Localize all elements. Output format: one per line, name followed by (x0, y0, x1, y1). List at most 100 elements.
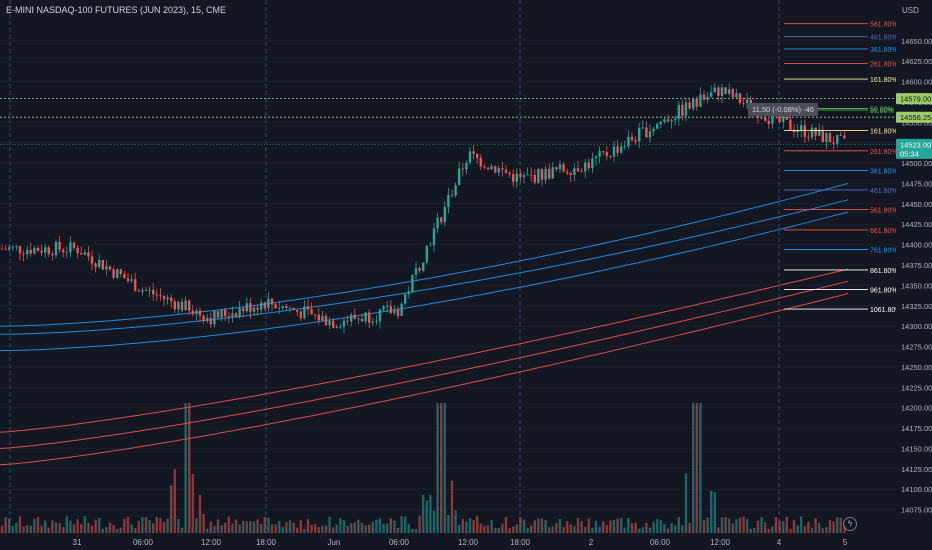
candle-body (656, 124, 659, 129)
candle-body (29, 249, 32, 254)
candle-body (220, 309, 223, 318)
candle-body (4, 248, 7, 250)
fib-level-label: 461.80% (870, 35, 898, 42)
volume-bar (148, 520, 151, 533)
volume-bar (332, 527, 335, 533)
fib-level-label: 50.00% (870, 106, 894, 113)
fib-level-label: 261.80% (870, 62, 898, 69)
candle-body (724, 87, 727, 94)
volume-bar (454, 510, 457, 533)
candle-body (180, 301, 184, 311)
volume-bar (414, 528, 418, 533)
candle-body (130, 279, 133, 281)
candle-body (137, 290, 140, 292)
volume-bar (29, 525, 32, 533)
moving-average-line (0, 183, 849, 327)
volume-bar (666, 528, 670, 533)
lightning-icon[interactable]: ϟ (843, 517, 857, 531)
candle-body (393, 309, 396, 314)
volume-bar (450, 480, 454, 533)
candle-body (267, 298, 270, 309)
candle-body (62, 249, 65, 253)
candle-body (497, 168, 500, 173)
volume-bar (108, 522, 112, 533)
candle-body (353, 314, 356, 319)
volume-bar (537, 518, 540, 533)
candle-body (191, 310, 194, 315)
time-tick-label: 18:00 (510, 538, 531, 547)
volume-bar (821, 528, 824, 533)
volume-bar (324, 525, 328, 533)
candle-body (720, 87, 724, 96)
volume-bar (288, 520, 292, 533)
volume-bar (105, 527, 108, 533)
fib-level-label: 861.80% (870, 268, 898, 275)
volume-bar (810, 527, 814, 533)
candle-body (209, 317, 212, 325)
volume-bar (328, 516, 331, 533)
fib-level-label: 961.80% (870, 287, 898, 294)
volume-bar (418, 515, 421, 533)
volume-bar (508, 528, 511, 533)
candle-body (598, 151, 601, 157)
candle-body (360, 318, 364, 322)
volume-bar (818, 522, 821, 533)
volume-bar (677, 516, 680, 533)
volume-bar (494, 527, 497, 533)
candle-body (630, 136, 634, 140)
volume-bar (789, 528, 792, 533)
volume-bar (674, 525, 677, 533)
candle-body (378, 309, 382, 322)
candle-body (76, 247, 79, 254)
volume-bar (569, 524, 572, 533)
volume-bar (771, 526, 774, 533)
volume-bar (476, 515, 479, 533)
time-axis: 31 06:00 12:00 18:00 Jun 06:00 12:00 18:00 2 06:0… (0, 533, 896, 550)
volume-bar (591, 527, 594, 533)
volume-bar (425, 500, 428, 533)
candle-body (728, 89, 731, 94)
volume-bar (263, 516, 266, 533)
candle-body (706, 96, 709, 100)
price-tick-label: 14350.00 (901, 281, 932, 290)
price-tick-label: 14375.00 (901, 261, 932, 270)
candle-body (22, 253, 25, 255)
volume-bar (303, 528, 306, 533)
candle-body (443, 206, 446, 223)
candle-body (389, 306, 392, 314)
volume-bar (317, 527, 320, 533)
candle-body (468, 151, 472, 163)
time-tick-label: 2 (589, 538, 594, 547)
volume-bar (519, 517, 522, 533)
candle-body (796, 130, 799, 133)
volume-bar (18, 516, 22, 533)
volume-bar (544, 520, 547, 533)
volume-bar (342, 520, 346, 533)
candle-body (256, 307, 259, 310)
volume-bar (4, 517, 7, 533)
moving-average-line (0, 268, 849, 433)
candle-body (821, 129, 824, 142)
price-tick-label: 14425.00 (901, 220, 932, 229)
price-tick-label: 14450.00 (901, 200, 932, 209)
candle-body (382, 306, 385, 310)
candle-body (317, 314, 320, 321)
volume-bar (375, 519, 378, 533)
volume-bar (634, 522, 637, 533)
volume-bar (400, 516, 403, 533)
candle-body (357, 318, 360, 320)
candle-body (530, 174, 533, 176)
candle-body (515, 173, 518, 182)
volume-bar (321, 525, 324, 533)
volume-bar (396, 527, 400, 533)
price-tick-label: 14200.00 (901, 404, 932, 413)
currency-label: USD (902, 6, 919, 15)
volume-bar (260, 523, 263, 533)
candle-body (645, 127, 648, 138)
candle-body (609, 156, 612, 157)
candle-body (652, 128, 655, 132)
volume-bar (836, 517, 839, 533)
